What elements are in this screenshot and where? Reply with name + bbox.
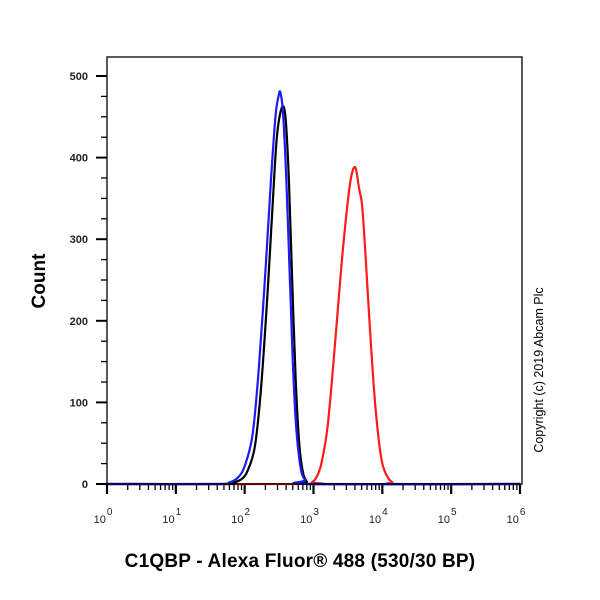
plot-frame [106,56,523,485]
histogram-curve [106,105,521,486]
histogram-series [106,90,521,486]
y-tick-label: 400 [70,153,88,165]
y-axis: 0 100 200 300 400 500 [70,71,107,491]
y-tick-label: 0 [82,479,88,491]
x-tick-label: 100 [94,507,113,526]
histogram-curve [106,165,521,486]
x-tick-label: 105 [438,507,457,526]
x-tick-label: 106 [507,507,526,526]
copyright-notice: Copyright (c) 2019 Abcam Plc [532,287,546,453]
histogram-curve [106,90,521,486]
y-tick-label: 300 [70,234,88,246]
x-axis: 100 101 102 103 104 105 106 [94,484,526,526]
x-tick-label: 103 [300,507,319,526]
y-tick-label: 100 [70,397,88,409]
x-tick-label: 102 [231,507,250,526]
x-tick-label: 104 [369,507,388,526]
x-tick-label: 101 [162,507,181,526]
y-tick-label: 500 [70,71,88,83]
x-axis-label: C1QBP - Alexa Fluor® 488 (530/30 BP) [124,551,476,572]
y-axis-label: Count [29,253,50,309]
y-tick-label: 200 [70,316,88,328]
